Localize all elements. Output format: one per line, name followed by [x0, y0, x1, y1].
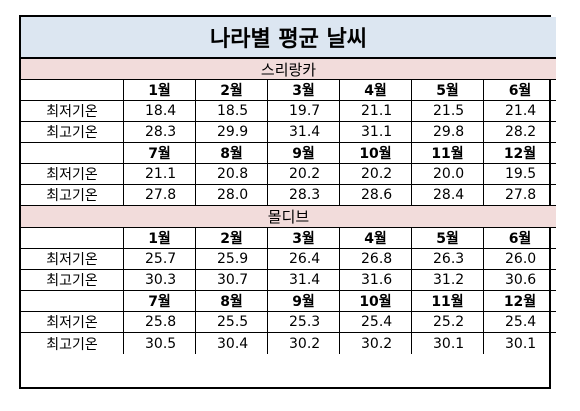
max-temp-label: 최고기온	[21, 122, 124, 143]
month-header: 2월	[196, 80, 268, 101]
max-temp-cell: 31.2	[412, 270, 484, 291]
month-header: 9월	[268, 143, 340, 164]
section-header: 몰디브	[21, 206, 556, 228]
month-header: 6월	[484, 80, 556, 101]
month-header: 2월	[196, 228, 268, 249]
month-header: 1월	[124, 228, 196, 249]
max-temp-cell: 30.7	[196, 270, 268, 291]
max-temp-cell: 31.4	[268, 270, 340, 291]
max-temp-cell: 28.0	[196, 185, 268, 206]
max-temp-cell: 30.2	[268, 333, 340, 354]
min-temp-cell: 20.8	[196, 164, 268, 185]
min-temp-cell: 21.1	[340, 101, 412, 122]
min-temp-cell: 26.3	[412, 249, 484, 270]
min-temp-cell: 21.1	[124, 164, 196, 185]
month-header: 8월	[196, 143, 268, 164]
corner-cell	[21, 228, 124, 249]
section-header: 스리랑카	[21, 59, 556, 80]
min-temp-label: 최저기온	[21, 249, 124, 270]
month-header: 7월	[124, 143, 196, 164]
max-temp-cell: 30.2	[340, 333, 412, 354]
min-temp-cell: 25.3	[268, 312, 340, 333]
min-temp-cell: 25.7	[124, 249, 196, 270]
max-temp-cell: 30.6	[484, 270, 556, 291]
month-header: 8월	[196, 291, 268, 312]
month-header: 10월	[340, 143, 412, 164]
max-temp-cell: 29.9	[196, 122, 268, 143]
min-temp-cell: 26.4	[268, 249, 340, 270]
max-temp-cell: 30.1	[505, 335, 537, 352]
min-temp-label: 최저기온	[21, 164, 124, 185]
max-temp-cell: 28.3	[124, 122, 196, 143]
month-header: 11월	[412, 143, 484, 164]
table-title: 나라별 평균 날씨	[21, 17, 556, 59]
min-temp-cell: 25.4	[340, 312, 412, 333]
max-temp-label: 최고기온	[21, 185, 124, 206]
min-temp-cell: 21.5	[412, 101, 484, 122]
month-header: 10월	[340, 291, 412, 312]
month-header: 5월	[412, 80, 484, 101]
min-temp-cell: 25.8	[124, 312, 196, 333]
min-temp-cell: 21.4	[484, 101, 556, 122]
max-temp-cell: 30.5	[124, 333, 196, 354]
max-temp-cell: 30.3	[124, 270, 196, 291]
weather-table: 나라별 평균 날씨 스리랑카 1월 2월 3월 4월 5월 6월 최저기온 18.4 18.5 19…	[19, 15, 556, 389]
month-header: 3월	[268, 228, 340, 249]
min-temp-cell: 20.0	[412, 164, 484, 185]
max-temp-cell: 30.1	[412, 333, 484, 354]
min-temp-cell: 25.2	[412, 312, 484, 333]
month-header: 7월	[124, 291, 196, 312]
max-temp-cell: 28.4	[412, 185, 484, 206]
month-header: 1월	[124, 80, 196, 101]
month-header: 11월	[412, 291, 484, 312]
min-temp-label: 최저기온	[21, 101, 124, 122]
month-header: 12월	[484, 291, 556, 312]
max-temp-label: 최고기온	[21, 333, 124, 354]
corner-cell	[21, 80, 124, 101]
max-temp-cell: 29.8	[412, 122, 484, 143]
max-temp-cell: 31.4	[268, 122, 340, 143]
min-temp-cell: 26.8	[340, 249, 412, 270]
max-temp-cell: 27.8	[484, 185, 556, 206]
month-header: 5월	[412, 228, 484, 249]
min-temp-cell: 25.4	[484, 312, 556, 333]
corner-cell	[21, 291, 124, 312]
min-temp-cell: 19.7	[268, 101, 340, 122]
max-temp-cell: 31.6	[340, 270, 412, 291]
month-header: 4월	[340, 80, 412, 101]
min-temp-cell: 25.9	[196, 249, 268, 270]
month-header: 4월	[340, 228, 412, 249]
max-temp-label: 최고기온	[21, 270, 124, 291]
min-temp-cell: 19.5	[484, 164, 556, 185]
max-temp-cell: 27.8	[124, 185, 196, 206]
month-header: 9월	[268, 291, 340, 312]
min-temp-cell: 20.2	[340, 164, 412, 185]
min-temp-cell: 18.4	[124, 101, 196, 122]
min-temp-cell: 25.5	[196, 312, 268, 333]
max-temp-cell: 28.6	[340, 185, 412, 206]
min-temp-cell: 26.0	[484, 249, 556, 270]
min-temp-cell: 18.5	[196, 101, 268, 122]
month-header: 12월	[484, 143, 556, 164]
max-temp-cell: 31.1	[340, 122, 412, 143]
month-header: 3월	[268, 80, 340, 101]
max-temp-cell: 30.4	[196, 333, 268, 354]
min-temp-label: 최저기온	[21, 312, 124, 333]
max-temp-cell: 28.2	[484, 122, 556, 143]
max-temp-cell: 28.3	[268, 185, 340, 206]
corner-cell	[21, 143, 124, 164]
min-temp-cell: 20.2	[268, 164, 340, 185]
month-header: 6월	[484, 228, 556, 249]
